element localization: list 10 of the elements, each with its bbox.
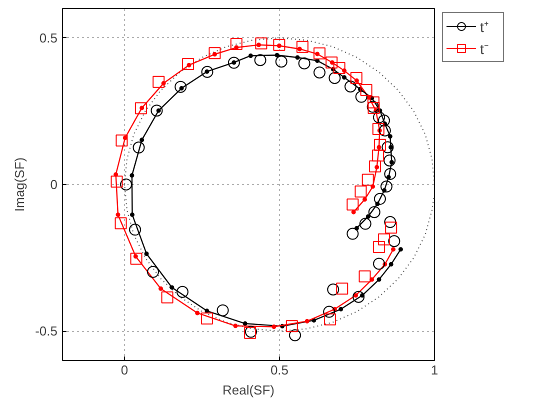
y-tick-label: 0: [50, 177, 58, 192]
y-tick-label: 0.5: [39, 30, 58, 46]
y-axis-title: Imag(SF): [12, 157, 28, 212]
y-tick-label: -0.5: [35, 324, 58, 339]
x-tick-label: 1: [430, 362, 438, 378]
legend-label: t⁻: [480, 40, 490, 58]
x-axis-title: Real(SF): [222, 382, 275, 398]
x-tick-label: 0: [120, 362, 128, 378]
x-tick-label: 0.5: [270, 362, 289, 378]
legend-label: t⁺: [480, 18, 490, 36]
